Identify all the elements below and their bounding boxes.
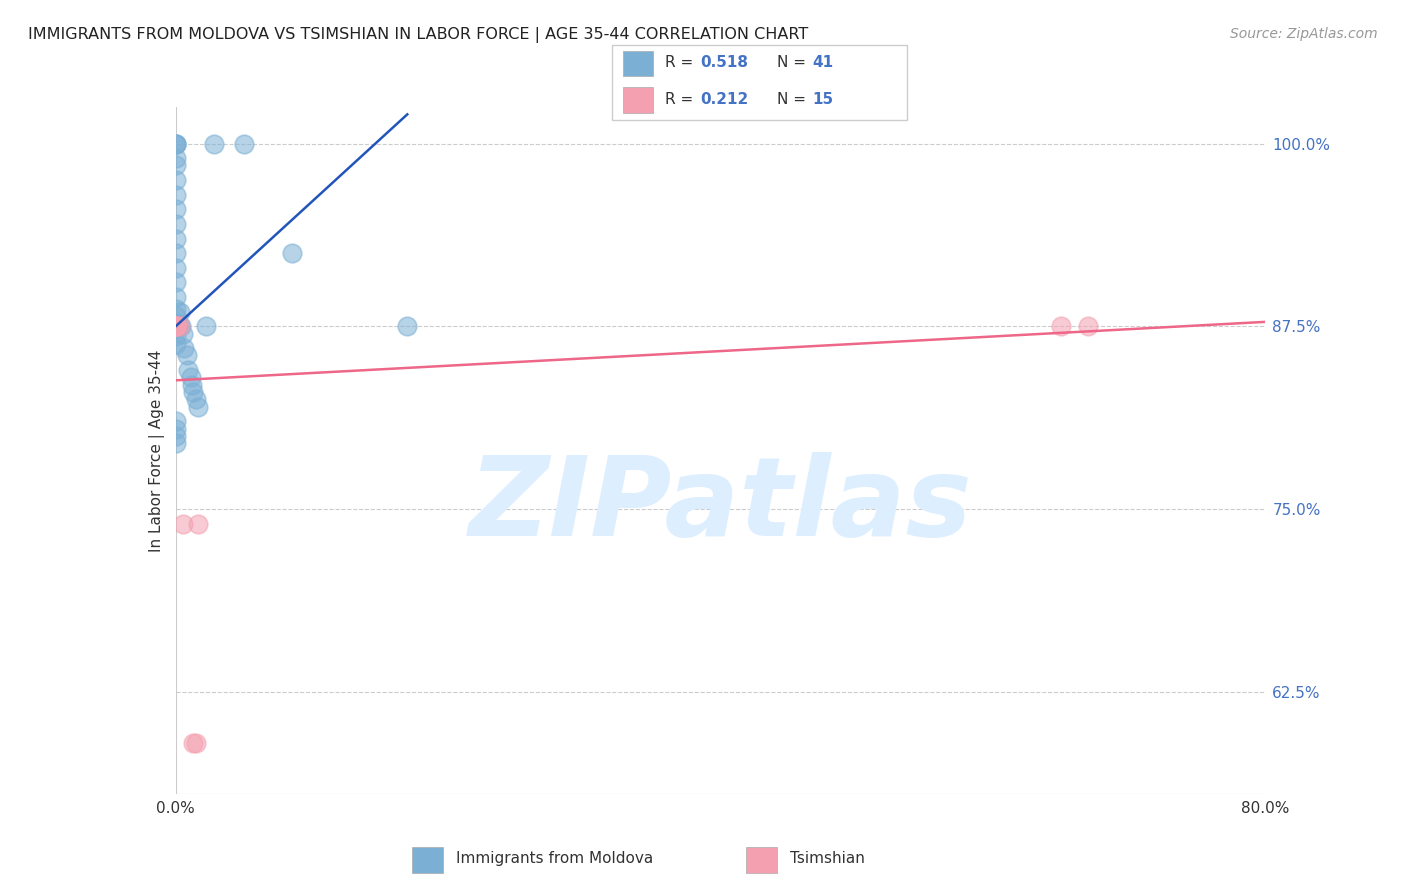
Point	[176, 349, 198, 363]
Point	[165, 217, 187, 231]
Point	[169, 304, 191, 318]
Point	[180, 370, 202, 384]
Point	[165, 316, 187, 330]
Point	[172, 326, 194, 341]
Bar	[412, 847, 443, 872]
Text: IMMIGRANTS FROM MOLDOVA VS TSIMSHIAN IN LABOR FORCE | AGE 35-44 CORRELATION CHAR: IMMIGRANTS FROM MOLDOVA VS TSIMSHIAN IN …	[28, 27, 808, 43]
Point	[165, 136, 187, 151]
Point	[173, 341, 195, 355]
Point	[169, 319, 191, 334]
Text: N =: N =	[778, 55, 811, 70]
Point	[165, 322, 187, 336]
Text: Tsimshian: Tsimshian	[790, 851, 865, 866]
Point	[1077, 319, 1099, 334]
Bar	[747, 847, 778, 872]
Point	[165, 429, 187, 443]
Point	[165, 136, 187, 151]
Point	[232, 136, 254, 151]
Point	[165, 173, 187, 187]
Point	[165, 319, 187, 334]
Point	[183, 384, 205, 399]
Point	[165, 436, 187, 450]
Text: Source: ZipAtlas.com: Source: ZipAtlas.com	[1230, 27, 1378, 41]
Point	[169, 319, 191, 334]
Bar	[623, 51, 652, 77]
Point	[186, 736, 208, 750]
Point	[186, 516, 209, 531]
Point	[165, 231, 187, 245]
Point	[280, 246, 302, 260]
Point	[165, 309, 187, 323]
Point	[186, 400, 209, 414]
Point	[170, 319, 193, 334]
Text: 41: 41	[813, 55, 834, 70]
Point	[165, 319, 187, 334]
Point	[165, 187, 187, 202]
Point	[165, 336, 187, 351]
Text: R =: R =	[665, 55, 697, 70]
Point	[1050, 319, 1073, 334]
Text: N =: N =	[778, 93, 811, 107]
Text: 15: 15	[813, 93, 834, 107]
Point	[165, 301, 187, 316]
Point	[165, 202, 187, 217]
Point	[165, 319, 187, 334]
Point	[165, 159, 187, 173]
Point	[165, 290, 187, 304]
Point	[165, 151, 187, 165]
Point	[165, 421, 187, 435]
Point	[396, 319, 419, 334]
Point	[165, 136, 187, 151]
Text: 0.212: 0.212	[700, 93, 748, 107]
Point	[165, 319, 187, 334]
Point	[177, 363, 200, 377]
Point	[202, 136, 225, 151]
Point	[165, 414, 187, 428]
Point	[183, 736, 205, 750]
Point	[165, 319, 187, 334]
Point	[181, 377, 204, 392]
Text: 0.518: 0.518	[700, 55, 748, 70]
FancyBboxPatch shape	[612, 45, 907, 120]
Text: R =: R =	[665, 93, 697, 107]
Point	[186, 392, 208, 407]
Text: ZIPatlas: ZIPatlas	[468, 452, 973, 559]
Point	[165, 246, 187, 260]
Text: Immigrants from Moldova: Immigrants from Moldova	[456, 851, 652, 866]
Bar	[623, 87, 652, 112]
Point	[165, 260, 187, 275]
Point	[172, 516, 194, 531]
Point	[165, 276, 187, 290]
Point	[165, 329, 187, 343]
Point	[194, 319, 217, 334]
Y-axis label: In Labor Force | Age 35-44: In Labor Force | Age 35-44	[149, 350, 165, 551]
